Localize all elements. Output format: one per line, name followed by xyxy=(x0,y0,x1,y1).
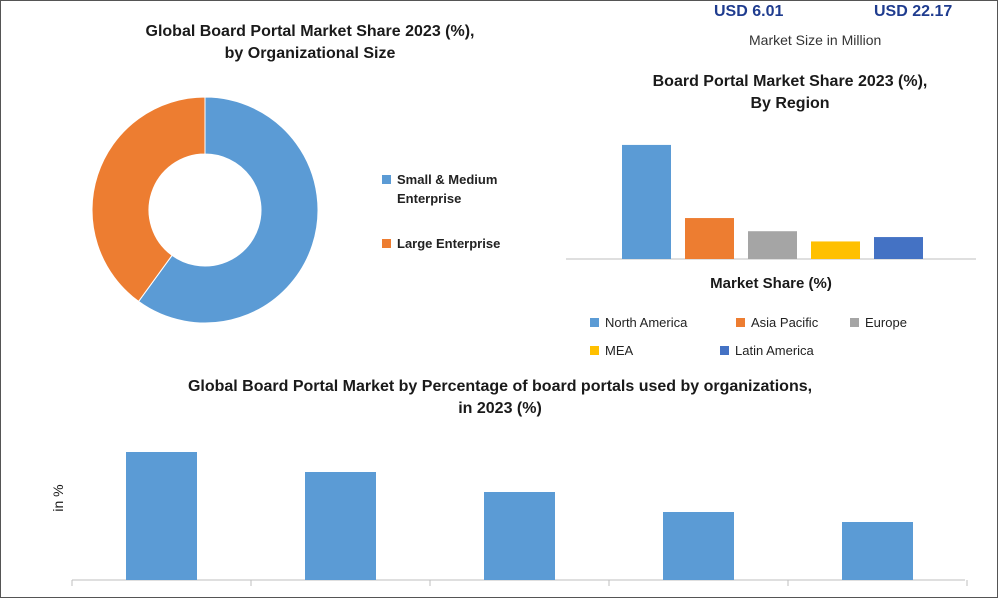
usage-bar-1 xyxy=(126,452,197,580)
usage-title-line-2: in 2023 (%) xyxy=(458,400,542,417)
region-legend: North America Asia Pacific Europe MEA La… xyxy=(590,313,907,360)
legend-item-mea: MEA xyxy=(590,341,720,360)
legend-label-asia-pacific: Asia Pacific xyxy=(751,315,819,330)
legend-swatch-large xyxy=(382,239,391,248)
donut-title-line-2: by Organizational Size xyxy=(224,45,396,62)
region-legend-row-1: North America Asia Pacific Europe xyxy=(590,313,907,332)
legend-item-north-america: North America xyxy=(590,313,736,332)
legend-label-small-medium-line-1: Small & Medium xyxy=(397,172,498,187)
region-bar-north-america xyxy=(622,144,671,259)
legend-label-europe: Europe xyxy=(865,315,907,330)
market-size-label: Market Size in Million xyxy=(749,32,882,48)
region-chart-xlabel: Market Share (%) xyxy=(710,275,832,292)
legend-swatch-asia-pacific xyxy=(736,318,745,327)
donut-legend: Small & Medium Enterprise Large Enterpri… xyxy=(382,170,500,253)
region-bar-europe xyxy=(748,231,797,259)
legend-swatch-small-medium xyxy=(382,175,391,184)
usage-bar-5 xyxy=(842,522,913,580)
legend-label-latin-america: Latin America xyxy=(735,343,814,358)
usage-bar-2 xyxy=(305,472,376,580)
region-title-line-1: Board Portal Market Share 2023 (%), xyxy=(652,73,928,90)
donut-slice-small-medium-enterprise xyxy=(137,96,319,324)
legend-item-large: Large Enterprise xyxy=(382,234,500,253)
donut-chart-title: Global Board Portal Market Share 2023 (%… xyxy=(80,21,540,65)
donut-chart xyxy=(91,96,319,324)
legend-swatch-north-america xyxy=(590,318,599,327)
region-bar-asia-pacific xyxy=(685,218,734,259)
usage-title-line-1: Global Board Portal Market by Percentage… xyxy=(187,378,813,395)
usage-bar-4 xyxy=(663,512,734,580)
legend-label-large: Large Enterprise xyxy=(397,236,501,251)
region-bar-latin-america xyxy=(874,237,923,259)
region-legend-row-2: MEA Latin America xyxy=(590,341,907,360)
legend-swatch-latin-america xyxy=(720,346,729,355)
legend-item-latin-america: Latin America xyxy=(720,341,814,360)
legend-label-mea: MEA xyxy=(605,343,634,358)
legend-item-small-medium: Small & Medium Enterprise xyxy=(382,170,500,208)
legend-label-small-medium: Small & Medium Enterprise xyxy=(397,170,497,208)
usd-forecast-value: USD 22.17 xyxy=(874,3,953,20)
usage-chart-title: Global Board Portal Market by Percentage… xyxy=(60,376,940,420)
region-chart-title: Board Portal Market Share 2023 (%), By R… xyxy=(590,71,990,115)
region-bar-chart xyxy=(566,144,976,260)
region-bar-mea xyxy=(811,241,860,259)
usd-2023-value: USD 6.01 xyxy=(714,3,784,20)
legend-label-north-america: North America xyxy=(605,315,688,330)
region-title-line-2: By Region xyxy=(750,95,830,112)
legend-item-asia-pacific: Asia Pacific xyxy=(736,313,850,332)
legend-label-small-medium-line-2: Enterprise xyxy=(397,191,462,206)
legend-swatch-europe xyxy=(850,318,859,327)
usage-bar-chart xyxy=(71,452,968,586)
donut-title-line-1: Global Board Portal Market Share 2023 (%… xyxy=(145,23,475,40)
donut-slice-large-enterprise xyxy=(91,96,206,303)
usage-bar-3 xyxy=(484,492,555,580)
legend-item-europe: Europe xyxy=(850,313,907,332)
legend-swatch-mea xyxy=(590,346,599,355)
